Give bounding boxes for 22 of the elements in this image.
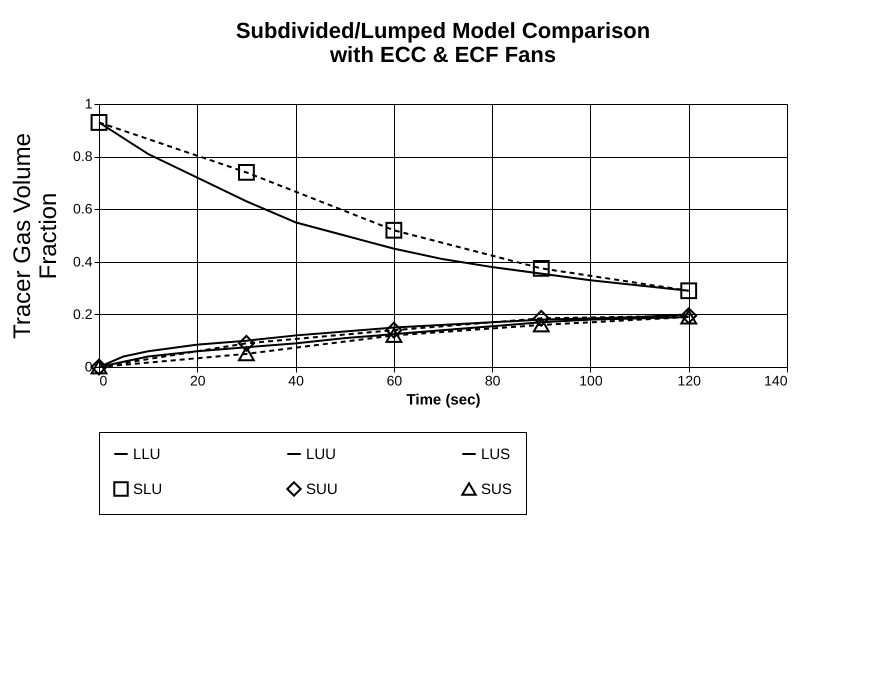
x-tick-label: 80 bbox=[484, 372, 501, 388]
x-tick-label: 100 bbox=[579, 372, 603, 388]
x-tick-label: 40 bbox=[288, 372, 304, 388]
x-tick-label: 120 bbox=[678, 372, 702, 388]
legend-label: SUU bbox=[306, 481, 338, 498]
legend-label: SUS bbox=[481, 481, 512, 498]
chart-title: Subdivided/Lumped Model Comparison with ECC & ECF Fans bbox=[236, 18, 650, 67]
x-tick-label: 20 bbox=[190, 372, 206, 388]
y-tick-label: 0.4 bbox=[73, 253, 93, 270]
legend-label: LLU bbox=[133, 446, 161, 463]
legend-label: SLU bbox=[133, 481, 162, 498]
y-tick-label: 0.2 bbox=[73, 306, 93, 322]
y-tick-label: 0.6 bbox=[73, 200, 93, 217]
x-tick-label: 0 bbox=[100, 372, 108, 388]
x-axis-title: Time (sec) bbox=[406, 392, 480, 408]
x-tick-label: 60 bbox=[386, 372, 402, 388]
legend-label: LUU bbox=[306, 446, 336, 463]
x-tick-label: 140 bbox=[764, 372, 788, 388]
y-axis-title: Tracer Gas Volume Fraction bbox=[9, 133, 62, 339]
y-tick-label: 1 bbox=[84, 96, 93, 112]
y-tick-label: 0.8 bbox=[73, 148, 93, 164]
legend-label: LUS bbox=[481, 446, 510, 463]
